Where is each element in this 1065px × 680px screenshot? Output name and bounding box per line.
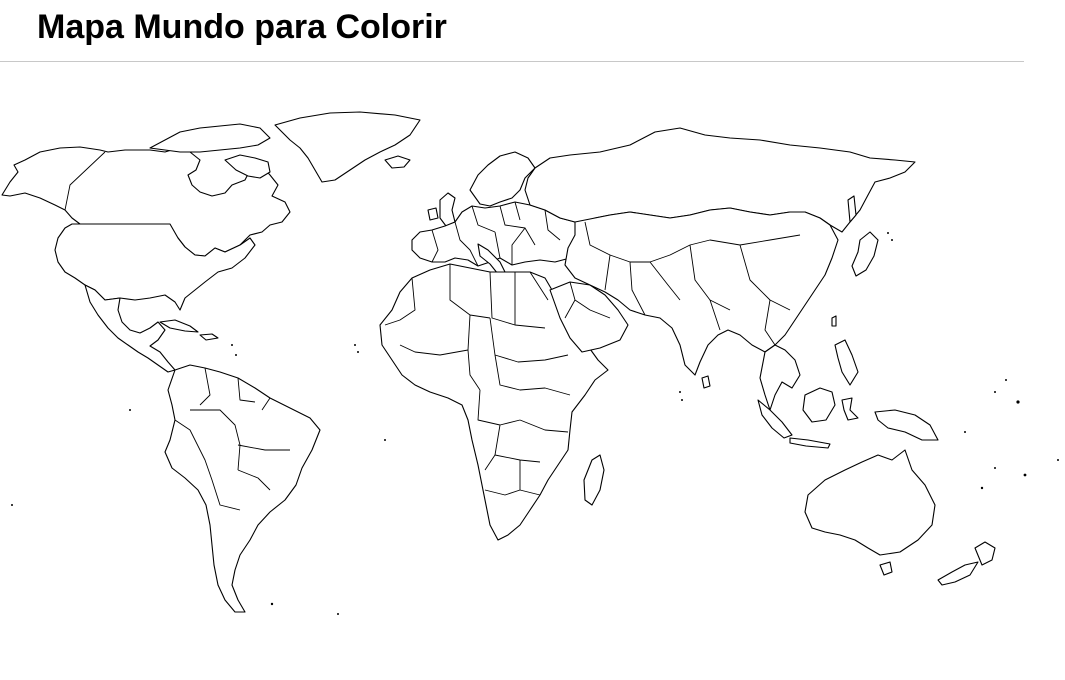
philippines	[834, 339, 859, 386]
arabian-peninsula	[549, 281, 629, 353]
europe-borders	[431, 201, 561, 267]
title-divider	[0, 61, 1024, 62]
madagascar	[583, 454, 605, 506]
middle-east-borders	[564, 281, 611, 319]
asia	[524, 127, 939, 449]
new-zealand-north	[974, 541, 996, 566]
world-map	[0, 95, 1065, 625]
europe	[411, 151, 586, 275]
cuba	[159, 319, 199, 333]
sulawesi	[841, 397, 859, 421]
iceland	[384, 155, 411, 169]
small-islands	[11, 232, 1059, 615]
south-america-mainland	[164, 364, 321, 613]
hispaniola	[199, 333, 219, 341]
japan	[851, 231, 879, 277]
south-america-borders	[174, 367, 290, 511]
taiwan	[831, 315, 837, 327]
tasmania	[879, 561, 893, 576]
scandinavia	[469, 151, 536, 207]
sri-lanka	[701, 375, 711, 389]
borneo	[802, 387, 836, 423]
sakhalin	[847, 195, 857, 223]
sumatra	[757, 399, 793, 439]
oceania	[804, 449, 996, 586]
australia	[804, 449, 936, 556]
asia-central-south	[564, 207, 839, 376]
ireland	[427, 207, 439, 221]
usa	[54, 223, 256, 311]
asia-borders	[584, 221, 801, 346]
page-title: Mapa Mundo para Colorir	[37, 8, 447, 46]
baffin-island	[224, 154, 271, 179]
north-america	[1, 111, 421, 373]
mexico-central-america	[84, 284, 176, 373]
africa-mainland	[379, 263, 609, 541]
java	[789, 437, 831, 449]
southeast-asia-peninsula	[759, 344, 801, 411]
africa	[379, 263, 629, 541]
new-zealand-south	[937, 561, 979, 586]
africa-borders	[384, 264, 571, 496]
new-guinea	[874, 409, 939, 441]
arctic-islands	[149, 123, 271, 153]
british-isles	[439, 192, 456, 227]
greenland	[274, 111, 421, 183]
alaska-border	[64, 151, 106, 211]
south-america	[164, 364, 321, 613]
